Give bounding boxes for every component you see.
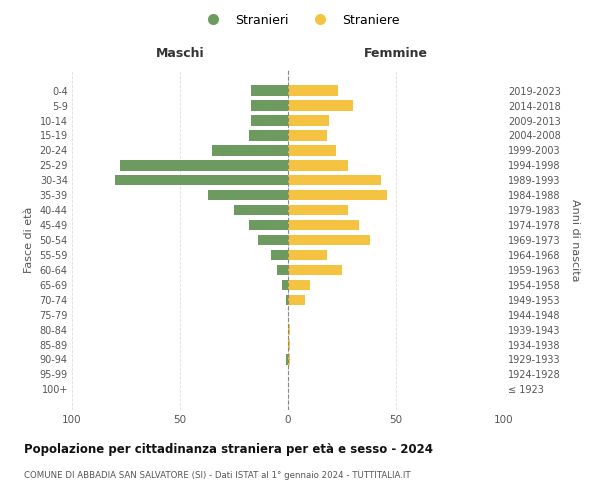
Bar [249, 130, 288, 140]
Bar [288, 100, 353, 111]
Bar [212, 145, 288, 156]
Bar [281, 280, 288, 290]
Bar [288, 130, 327, 140]
Bar [251, 100, 288, 111]
Text: COMUNE DI ABBADIA SAN SALVATORE (SI) - Dati ISTAT al 1° gennaio 2024 - TUTTITALI: COMUNE DI ABBADIA SAN SALVATORE (SI) - D… [24, 471, 410, 480]
Bar [258, 235, 288, 245]
Bar [208, 190, 288, 200]
Bar [288, 294, 305, 305]
Bar [288, 250, 327, 260]
Bar [288, 235, 370, 245]
Bar [286, 294, 288, 305]
Bar [251, 116, 288, 126]
Bar [288, 145, 335, 156]
Bar [288, 354, 290, 364]
Bar [115, 175, 288, 186]
Text: Popolazione per cittadinanza straniera per età e sesso - 2024: Popolazione per cittadinanza straniera p… [24, 442, 433, 456]
Bar [277, 264, 288, 275]
Bar [288, 205, 349, 216]
Bar [288, 175, 381, 186]
Bar [288, 280, 310, 290]
Bar [251, 86, 288, 96]
Y-axis label: Fasce di età: Fasce di età [24, 207, 34, 273]
Legend: Stranieri, Straniere: Stranieri, Straniere [195, 8, 405, 32]
Bar [288, 264, 342, 275]
Text: Maschi: Maschi [155, 47, 205, 60]
Bar [249, 220, 288, 230]
Bar [288, 340, 290, 349]
Bar [286, 354, 288, 364]
Bar [119, 160, 288, 170]
Bar [288, 190, 388, 200]
Bar [288, 220, 359, 230]
Bar [288, 116, 329, 126]
Y-axis label: Anni di nascita: Anni di nascita [571, 198, 580, 281]
Bar [271, 250, 288, 260]
Bar [288, 86, 338, 96]
Bar [234, 205, 288, 216]
Bar [288, 160, 349, 170]
Text: Femmine: Femmine [364, 47, 428, 60]
Bar [288, 324, 290, 335]
